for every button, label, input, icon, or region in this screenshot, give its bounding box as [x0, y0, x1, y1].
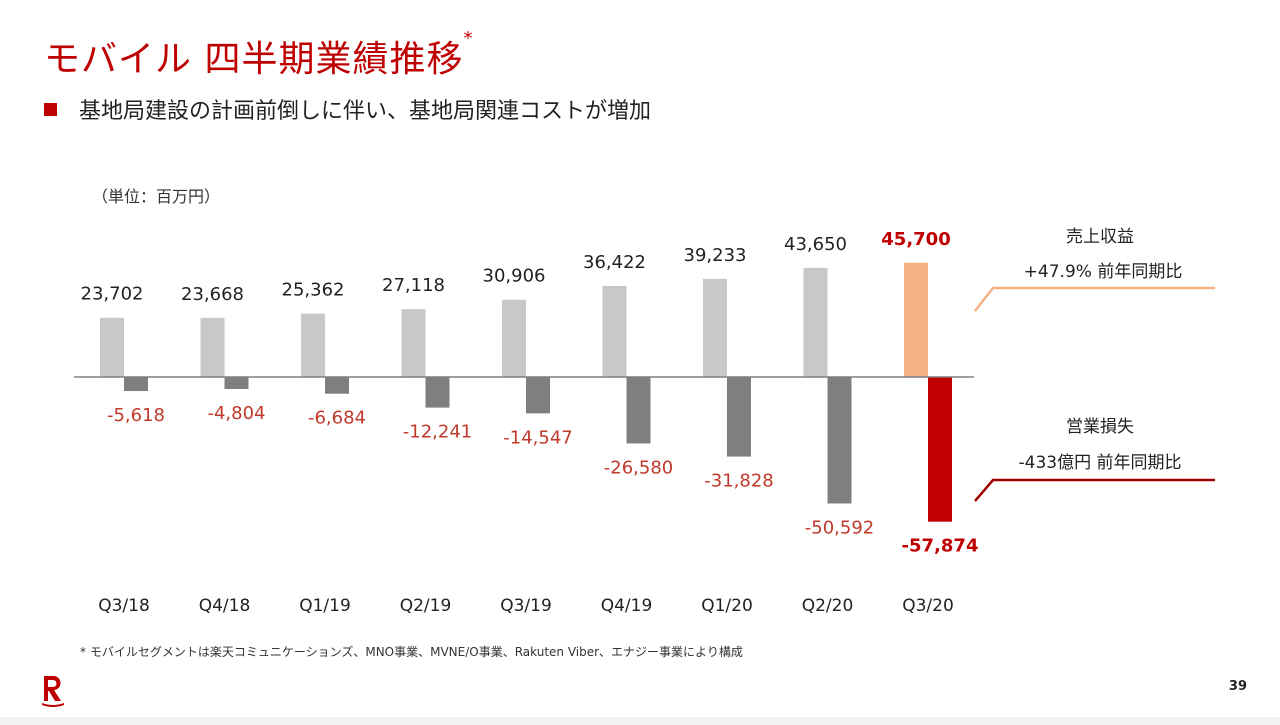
revenue-bar: [703, 278, 727, 377]
revenue-data-label: 45,700: [881, 229, 950, 250]
loss-callout-line: [974, 478, 1215, 502]
x-tick-label: Q1/19: [299, 596, 351, 616]
revenue-data-label: 39,233: [684, 245, 747, 266]
revenue-bar: [301, 313, 325, 377]
loss-bar: [827, 377, 852, 504]
revenue-data-label: 36,422: [583, 252, 646, 273]
x-tick-label: Q3/20: [902, 596, 954, 616]
revenue-data-label: 23,702: [81, 284, 144, 305]
x-tick-label: Q3/18: [98, 596, 150, 616]
footer-band: [0, 717, 1280, 725]
loss-bar: [626, 377, 651, 444]
revenue-callout-line: [974, 286, 1215, 312]
revenue-data-label: 25,362: [282, 280, 345, 301]
page-title: モバイル 四半期業績推移*: [44, 28, 474, 80]
revenue-annotation-title: 売上収益: [1066, 227, 1134, 247]
loss-bar: [727, 377, 751, 457]
mobile-quarterly-chart: （単位：百万円） 23,702 -5,618 Q3/18 23,668 -4,804 Q4/…: [74, 187, 1215, 616]
revenue-bar: [100, 317, 124, 377]
square-bullet-icon: [44, 102, 57, 116]
loss-data-label: -31,828: [704, 471, 773, 492]
revenue-data-label: 30,906: [483, 266, 546, 287]
title-footnote-mark: *: [463, 28, 474, 49]
x-tick-label: Q4/19: [601, 596, 653, 616]
loss-data-label: -6,684: [308, 408, 366, 429]
revenue-data-label: 23,668: [181, 284, 244, 305]
rakuten-r-logo: [42, 675, 64, 707]
loss-annotation-change: -433億円 前年同期比: [1019, 453, 1182, 473]
loss-bar: [928, 377, 952, 522]
revenue-annotation-change: +47.9% 前年同期比: [1024, 262, 1183, 282]
loss-data-label: -50,592: [805, 517, 874, 538]
loss-data-label: -14,547: [503, 427, 572, 448]
bullet-point: 基地局建設の計画前倒しに伴い、基地局関連コストが増加: [44, 92, 651, 126]
x-tick-label: Q2/19: [400, 596, 452, 616]
loss-bar: [425, 377, 450, 408]
loss-bar: [124, 377, 148, 392]
loss-data-label: -57,874: [902, 536, 979, 557]
revenue-bar: [904, 262, 928, 377]
revenue-bar: [602, 285, 627, 377]
x-tick-label: Q3/19: [500, 596, 552, 616]
page-number: 39: [1228, 679, 1247, 694]
revenue-bar: [200, 317, 225, 377]
footnote: * モバイルセグメントは楽天コミュニケーションズ、MNO事業、MVNE/O事業、…: [80, 645, 743, 659]
x-tick-label: Q2/20: [802, 596, 854, 616]
x-tick-label: Q1/20: [701, 596, 753, 616]
revenue-bar: [502, 299, 526, 377]
loss-data-label: -26,580: [604, 457, 673, 478]
revenue-data-label: 27,118: [382, 275, 445, 296]
revenue-bar: [803, 267, 828, 377]
loss-data-label: -12,241: [403, 422, 472, 443]
loss-data-label: -5,618: [107, 405, 165, 426]
revenue-data-label: 43,650: [784, 234, 847, 255]
loss-bar: [526, 377, 550, 414]
loss-data-label: -4,804: [207, 403, 265, 424]
revenue-bar: [401, 309, 426, 377]
bullet-text: 基地局建設の計画前倒しに伴い、基地局関連コストが増加: [79, 99, 652, 124]
unit-label: （単位：百万円）: [92, 187, 220, 206]
x-tick-label: Q4/18: [199, 596, 251, 616]
loss-bar: [325, 377, 349, 394]
loss-annotation-title: 営業損失: [1066, 417, 1134, 437]
loss-bar: [224, 377, 249, 390]
